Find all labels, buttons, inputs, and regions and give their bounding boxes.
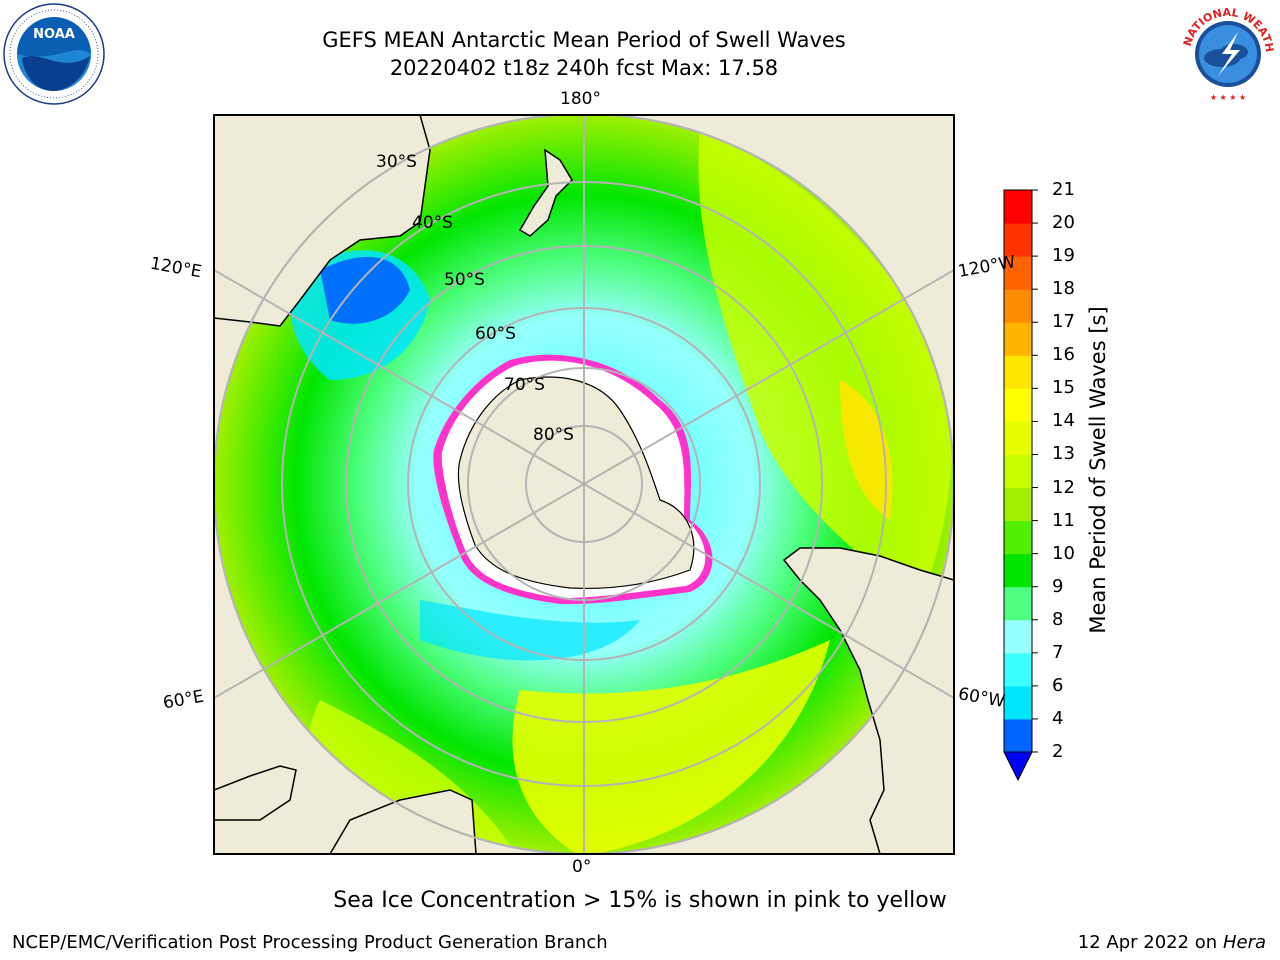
colorbar-segment: [1004, 652, 1032, 687]
credit-left: NCEP/EMC/Verification Post Processing Pr…: [12, 932, 608, 953]
colorbar-segment: [1004, 388, 1032, 422]
colorbar-tick-label: 4: [1052, 707, 1064, 729]
meridian-60w: [583, 483, 954, 699]
colorbar-extend-arrow: [1003, 751, 1033, 782]
colorbar-segment: [1004, 223, 1032, 257]
colorbar-tick-label: 9: [1052, 575, 1064, 597]
colorbar-tick-label: 15: [1052, 377, 1075, 399]
colorbar-segment: [1004, 322, 1032, 356]
credit-machine: Hera: [1222, 932, 1266, 953]
credit-right: 12 Apr 2022 on Hera: [1078, 932, 1266, 953]
colorbar-segment: [1004, 190, 1032, 224]
svg-text:★ ★ ★ ★: ★ ★ ★ ★: [1210, 93, 1246, 102]
chart-title: GEFS MEAN Antarctic Mean Period of Swell…: [322, 28, 846, 52]
nws-logo: NATIONAL WEATHER SERVICE ★ ★ ★ ★: [1176, 2, 1277, 103]
colorbar-tick-label: 14: [1052, 410, 1075, 432]
colorbar-segment: [1004, 553, 1032, 588]
noaa-logo: NOAA: [3, 3, 105, 105]
land-south-america: [782, 547, 954, 854]
land-new-zealand: [518, 148, 573, 237]
land-australia: [214, 115, 431, 327]
colorbar-segment: [1004, 685, 1032, 720]
colorbar-tick-label: 20: [1052, 212, 1075, 234]
colorbar-segment: [1004, 487, 1032, 522]
lon-label-0: 0°: [572, 857, 592, 877]
meridian-60e: [214, 483, 585, 699]
colorbar-label: Mean Period of Swell Waves [s]: [1086, 306, 1110, 634]
colorbar-tick-label: 19: [1052, 245, 1075, 267]
lon-label-180: 180°: [560, 89, 601, 109]
chart-subtitle: 20220402 t18z 240h fcst Max: 17.58: [389, 56, 779, 80]
lat-label-30s: 30°S: [376, 152, 417, 172]
colorbar-tick-label: 8: [1052, 608, 1064, 630]
colorbar-tick-label: 2: [1052, 741, 1064, 762]
colorbar-tick-label: 13: [1052, 443, 1075, 465]
credit-date: 12 Apr 2022 on: [1077, 932, 1223, 953]
colorbar-tick-label: 21: [1052, 179, 1075, 200]
swell-region-dark-blue: [320, 256, 410, 324]
colorbar-tick-label: 7: [1052, 641, 1064, 663]
colorbar-segment: [1004, 421, 1032, 455]
colorbar-tick-label: 10: [1052, 542, 1075, 564]
lat-label-70s: 70°S: [504, 375, 545, 395]
colorbar-tick-label: 11: [1052, 509, 1075, 531]
colorbar-segment: [1004, 586, 1032, 621]
land-madagascar: [214, 765, 297, 821]
swell-region-pacific-orange: [840, 380, 893, 520]
swell-region-atlantic-yellow: [512, 640, 830, 854]
colorbar-segment: [1004, 355, 1032, 389]
lat-label-50s: 50°S: [444, 270, 485, 290]
colorbar-tick-label: 12: [1052, 476, 1075, 498]
colorbar: [1003, 189, 1038, 782]
lat-label-40s: 40°S: [412, 213, 453, 233]
colorbar-segment: [1004, 454, 1032, 489]
lat-label-60s: 60°S: [475, 324, 516, 344]
colorbar-tick-label: 17: [1052, 311, 1075, 333]
colorbar-segment: [1004, 718, 1032, 753]
graticule: [214, 115, 954, 854]
map-frame: [213, 114, 955, 855]
meridian-120w: [583, 269, 954, 485]
colorbar-tick-label: 16: [1052, 344, 1075, 366]
meridian-120e: [214, 269, 585, 485]
colorbar-outline: [1003, 189, 1033, 753]
noaa-logo-text: NOAA: [33, 27, 75, 42]
colorbar-segment: [1004, 289, 1032, 323]
colorbar-tick-label: 18: [1052, 278, 1075, 300]
colorbar-tick-label: 6: [1052, 674, 1064, 696]
colorbar-segment: [1004, 520, 1032, 555]
lat-label-80s: 80°S: [533, 425, 574, 445]
colorbar-segment: [1004, 619, 1032, 654]
land-antarctica: [457, 376, 695, 590]
land-africa: [329, 789, 477, 854]
colorbar-segment: [1004, 256, 1032, 290]
sea-ice-caption: Sea Ice Concentration > 15% is shown in …: [333, 888, 947, 913]
